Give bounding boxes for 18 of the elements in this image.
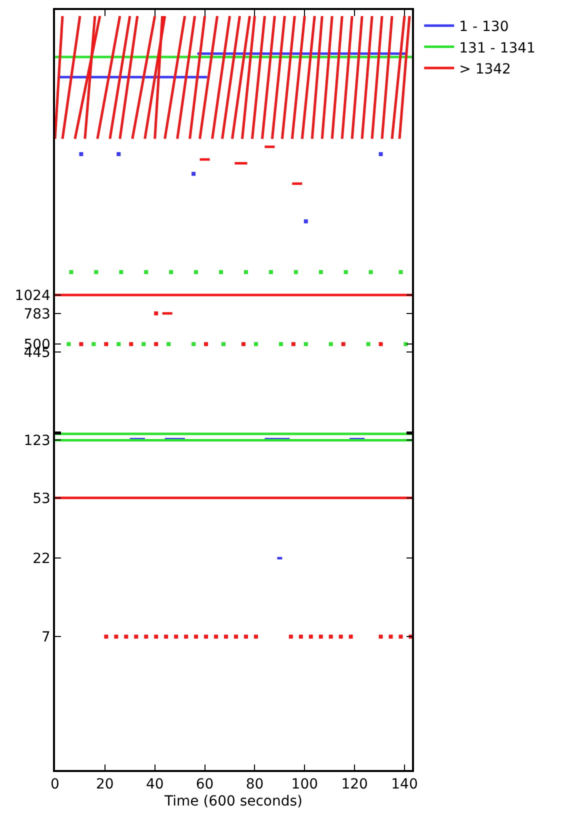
y-tick-label: 783: [24, 306, 50, 322]
x-axis-title: Time (600 seconds): [163, 793, 303, 810]
y-tick-label: 53: [32, 490, 50, 507]
x-tick-label: 20: [96, 776, 114, 793]
y-tick-label: 7: [42, 630, 50, 646]
x-tick-label: 140: [391, 776, 418, 793]
y-tick-label: 1024: [14, 288, 51, 304]
x-tick-label: 100: [291, 776, 318, 793]
y-tick-label: 123: [24, 433, 50, 450]
x-tick-label: 40: [146, 776, 164, 793]
legend-label: 131 - 1341: [459, 40, 536, 56]
legend-label: > 1342: [459, 61, 511, 78]
x-tick-label: 60: [196, 776, 214, 793]
y-tick-label: 22: [32, 551, 50, 568]
x-tick-label: 80: [246, 776, 264, 793]
x-tick-label: 120: [341, 776, 368, 793]
legend-label: 1 - 130: [459, 19, 509, 36]
x-tick-label: 0: [50, 776, 60, 793]
